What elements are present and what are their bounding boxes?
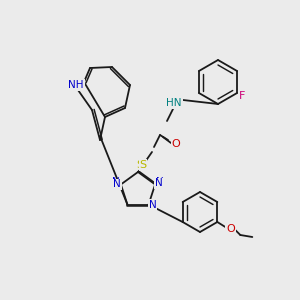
Text: N: N xyxy=(150,202,158,212)
Text: S: S xyxy=(136,160,144,170)
Text: O: O xyxy=(172,139,180,149)
Text: N: N xyxy=(155,178,163,188)
Text: H: H xyxy=(66,81,74,91)
Text: O: O xyxy=(226,224,235,234)
Text: N: N xyxy=(156,177,164,188)
Text: HN: HN xyxy=(166,98,182,108)
Text: N: N xyxy=(149,200,157,210)
Text: O: O xyxy=(171,139,179,149)
Text: O: O xyxy=(226,224,235,234)
Text: N: N xyxy=(113,179,121,189)
Text: N: N xyxy=(112,177,120,188)
Text: F: F xyxy=(239,91,245,101)
Text: F: F xyxy=(239,91,245,101)
Text: S: S xyxy=(140,160,147,170)
Text: HN: HN xyxy=(167,98,183,108)
Text: N: N xyxy=(76,81,84,91)
Text: NH: NH xyxy=(68,80,84,90)
